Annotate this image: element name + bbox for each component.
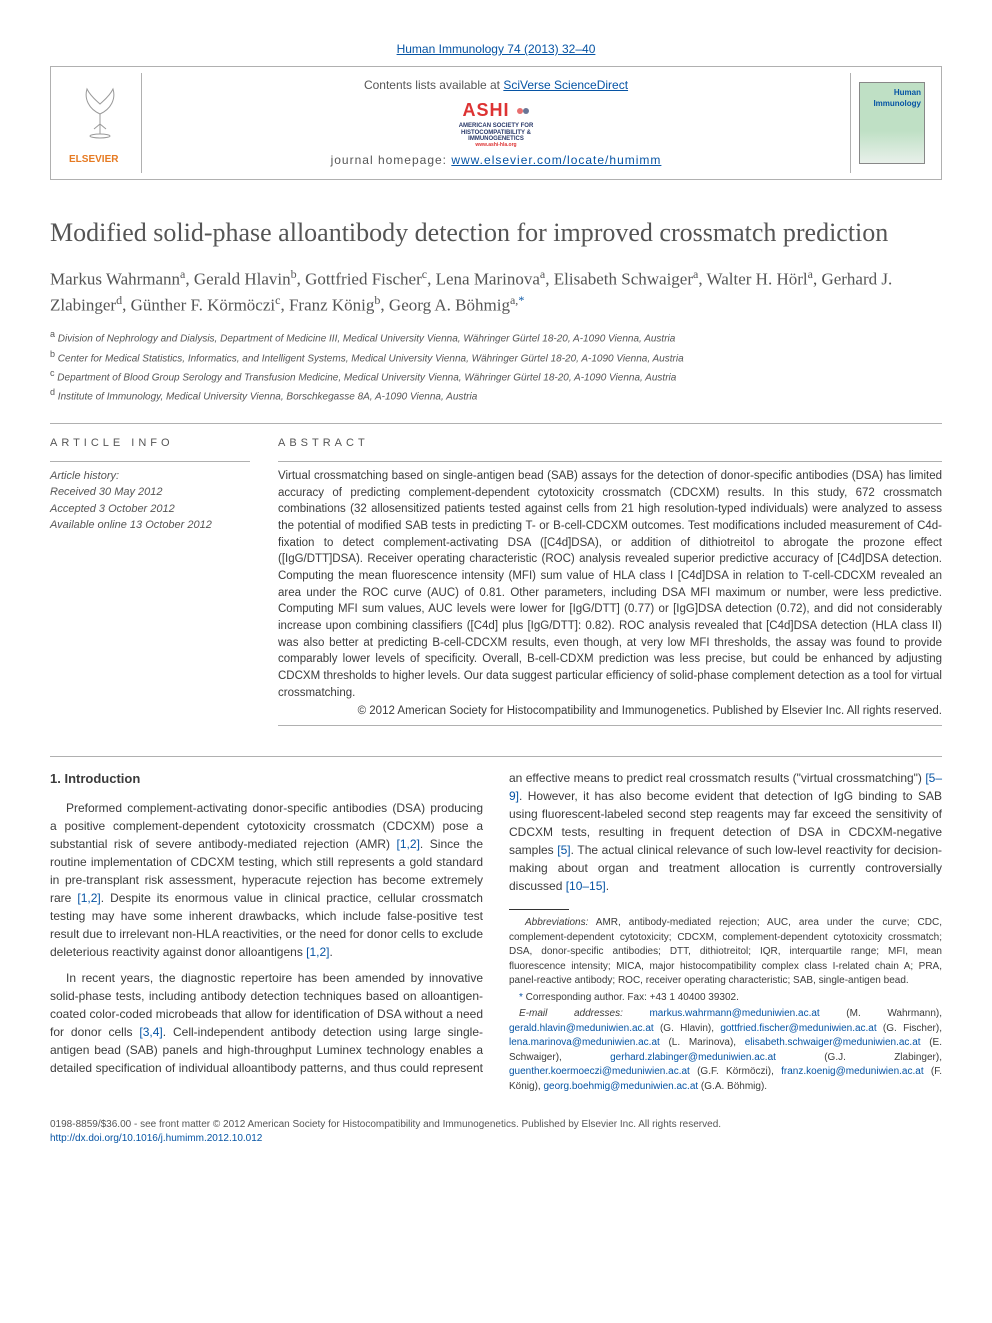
- citation-link[interactable]: Human Immunology 74 (2013) 32–40: [397, 42, 596, 56]
- divider: [50, 423, 942, 424]
- divider: [50, 756, 942, 757]
- sciencedirect-link[interactable]: SciVerse ScienceDirect: [503, 78, 628, 92]
- corresponding-footnote: * Corresponding author. Fax: +43 1 40400…: [509, 991, 942, 1006]
- email-link[interactable]: markus.wahrmann@meduniwien.ac.at: [649, 1008, 819, 1019]
- email-link[interactable]: gottfried.fischer@meduniwien.ac.at: [720, 1023, 876, 1034]
- article-info-col: ARTICLE INFO Article history: Received 3…: [50, 436, 250, 733]
- abstract-head: ABSTRACT: [278, 436, 942, 451]
- ref-link[interactable]: [1,2]: [77, 891, 100, 905]
- page-footer: 0198-8859/$36.00 - see front matter © 20…: [50, 1118, 942, 1146]
- email-link[interactable]: franz.koenig@meduniwien.ac.at: [781, 1066, 923, 1077]
- journal-homepage-link[interactable]: www.elsevier.com/locate/humimm: [451, 153, 661, 167]
- abstract-text: Virtual crossmatching based on single-an…: [278, 468, 942, 701]
- ashi-logo: ASHI: [142, 98, 850, 123]
- journal-homepage-line: journal homepage: www.elsevier.com/locat…: [142, 152, 850, 169]
- affiliation-b: b Center for Medical Statistics, Informa…: [50, 348, 942, 366]
- doi-link[interactable]: http://dx.doi.org/10.1016/j.humimm.2012.…: [50, 1133, 262, 1144]
- elsevier-tree-icon: [69, 79, 131, 151]
- history-head: Article history:: [50, 468, 250, 485]
- ref-link[interactable]: [3,4]: [139, 1025, 162, 1039]
- email-link[interactable]: gerald.hlavin@meduniwien.ac.at: [509, 1023, 654, 1034]
- ref-link[interactable]: [5]: [557, 843, 570, 857]
- intro-p1: Preformed complement-activating donor-sp…: [50, 799, 483, 961]
- divider: [278, 461, 942, 462]
- ref-link[interactable]: [10–15]: [566, 879, 606, 893]
- journal-cover-block: Human Immunology: [851, 82, 933, 164]
- email-link[interactable]: georg.boehmig@meduniwien.ac.at: [543, 1081, 698, 1092]
- author-list: Markus Wahrmanna, Gerald Hlavinb, Gottfr…: [50, 266, 942, 319]
- intro-heading: 1. Introduction: [50, 769, 483, 789]
- footnote-rule: [509, 909, 569, 910]
- email-link[interactable]: elisabeth.schwaiger@meduniwien.ac.at: [745, 1037, 921, 1048]
- history-online: Available online 13 October 2012: [50, 517, 250, 534]
- article-title: Modified solid-phase alloantibody detect…: [50, 215, 942, 251]
- divider: [50, 461, 250, 462]
- affiliation-c: c Department of Blood Group Serology and…: [50, 367, 942, 385]
- elsevier-wordmark: ELSEVIER: [69, 153, 131, 167]
- masthead: Human Immunology 74 (2013) 32–40: [50, 40, 942, 58]
- affiliation-d: d Institute of Immunology, Medical Unive…: [50, 386, 942, 404]
- journal-cover: Human Immunology: [859, 82, 925, 164]
- body-columns: 1. Introduction Preformed complement-act…: [50, 769, 942, 1094]
- affiliation-a: a Division of Nephrology and Dialysis, D…: [50, 328, 942, 346]
- emails-footnote: E-mail addresses: markus.wahrmann@meduni…: [509, 1007, 942, 1094]
- footnote-block: Abbreviations: AMR, antibody-mediated re…: [509, 909, 942, 1094]
- ashi-logo-block: ASHI AMERICAN SOCIETY FOR HISTOCOMPATIBI…: [142, 98, 850, 148]
- header-center: Contents lists available at SciVerse Sci…: [141, 73, 851, 173]
- email-link[interactable]: lena.marinova@meduniwien.ac.at: [509, 1037, 660, 1048]
- ashi-subtitle: AMERICAN SOCIETY FOR HISTOCOMPATIBILITY …: [142, 123, 850, 148]
- abstract-copyright: © 2012 American Society for Histocompati…: [278, 703, 942, 719]
- affiliations: a Division of Nephrology and Dialysis, D…: [50, 328, 942, 404]
- abstract-col: ABSTRACT Virtual crossmatching based on …: [278, 436, 942, 733]
- footer-copyright: 0198-8859/$36.00 - see front matter © 20…: [50, 1118, 942, 1132]
- abbreviations-footnote: Abbreviations: AMR, antibody-mediated re…: [509, 916, 942, 989]
- article-info-head: ARTICLE INFO: [50, 436, 250, 451]
- ref-link[interactable]: [1,2]: [306, 945, 329, 959]
- email-link[interactable]: guenther.koermoeczi@meduniwien.ac.at: [509, 1066, 690, 1077]
- history-accepted: Accepted 3 October 2012: [50, 501, 250, 518]
- publisher-logo-block: ELSEVIER: [59, 79, 141, 167]
- email-link[interactable]: gerhard.zlabinger@meduniwien.ac.at: [610, 1052, 776, 1063]
- divider: [278, 725, 942, 726]
- history-received: Received 30 May 2012: [50, 484, 250, 501]
- article-history: Article history: Received 30 May 2012 Ac…: [50, 468, 250, 534]
- contents-text: Contents lists available at: [364, 78, 503, 92]
- ref-link[interactable]: [1,2]: [397, 837, 420, 851]
- contents-line: Contents lists available at SciVerse Sci…: [142, 77, 850, 94]
- journal-header: ELSEVIER Contents lists available at Sci…: [50, 66, 942, 180]
- info-abstract-row: ARTICLE INFO Article history: Received 3…: [50, 436, 942, 733]
